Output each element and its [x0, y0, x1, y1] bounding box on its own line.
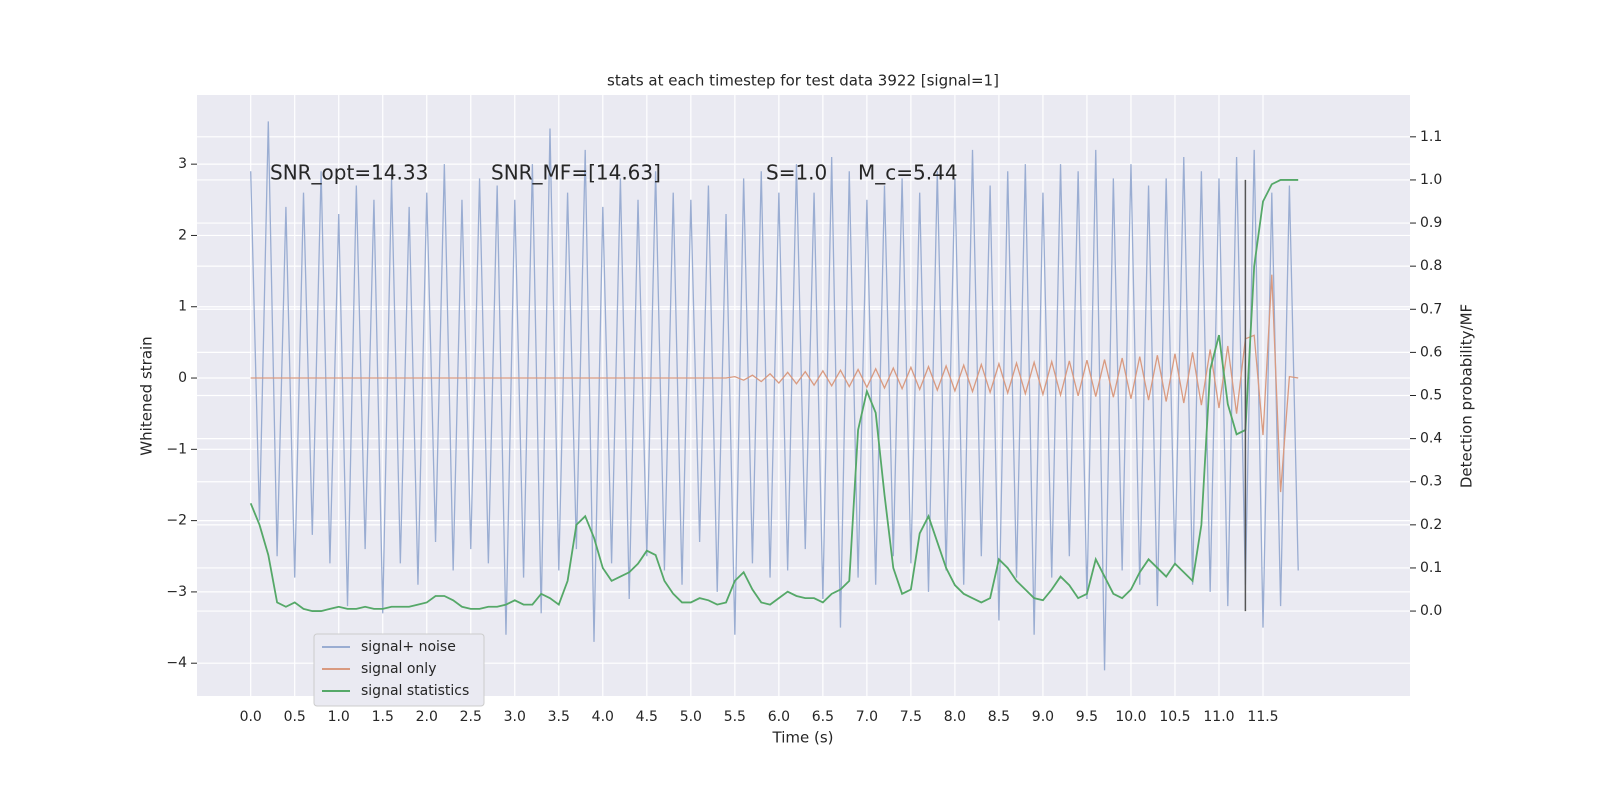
legend-label: signal statistics: [361, 683, 469, 699]
annotation: SNR_opt=14.33: [270, 161, 428, 185]
x-tick-label: 6.5: [812, 709, 834, 725]
x-tick-label: 9.0: [1032, 709, 1054, 725]
y-tick-label: −3: [166, 584, 187, 600]
x-tick-label: 0.0: [240, 709, 262, 725]
annotation: S=1.0: [766, 161, 827, 185]
series-line: [250, 121, 1299, 671]
annotation: M_c=5.44: [858, 161, 958, 185]
x-axis-label: Time (s): [772, 729, 834, 747]
marks: [249, 121, 1299, 671]
y2-tick-label: 1.0: [1420, 172, 1442, 188]
x-tick-label: 4.0: [592, 709, 614, 725]
x-tick-label: 0.5: [284, 709, 306, 725]
x-tick-label: 11.0: [1203, 709, 1234, 725]
x-tick-label: 5.0: [680, 709, 702, 725]
annotation: SNR_MF=[14.63]: [491, 161, 661, 185]
x-tick-label: 4.5: [636, 709, 658, 725]
x-tick-label: 7.0: [856, 709, 878, 725]
x-tick-label: 3.5: [548, 709, 570, 725]
y-tick-label: −2: [166, 513, 187, 529]
labels: 0.0 0.5 1.0 1.5 2.0 2.5 3.0 3.5 4.0 4.5 5.0 5.5 6.0 6…: [166, 129, 1442, 725]
x-tick-label: 7.5: [900, 709, 922, 725]
y2-tick-label: 0.7: [1420, 301, 1442, 317]
y2-axis-label: Detection probability/MF: [1458, 304, 1476, 488]
y2-tick-label: 0.3: [1420, 474, 1442, 490]
y-axis-label: Whitened strain: [138, 336, 156, 455]
x-tick-label: 2.5: [460, 709, 482, 725]
x-tick-label: 3.0: [504, 709, 526, 725]
y2-tick-label: 0.0: [1420, 603, 1442, 619]
y2-tick-label: 0.4: [1420, 431, 1442, 447]
x-tick-label: 6.0: [768, 709, 790, 725]
x-tick-label: 10.5: [1159, 709, 1190, 725]
y2-tick-label: 0.1: [1420, 560, 1442, 576]
x-tick-label: 8.5: [988, 709, 1010, 725]
y-tick-label: 3: [178, 156, 187, 172]
y-tick-label: 2: [178, 227, 187, 243]
legend: signal+ noise signal only signal statistic…: [313, 633, 485, 707]
series-line: [250, 274, 1299, 493]
x-tick-label: 1.0: [328, 709, 350, 725]
legend-box: [313, 633, 485, 707]
x-tick-label: 9.5: [1076, 709, 1098, 725]
x-tick-label: 11.5: [1247, 709, 1278, 725]
x-tick-label: 5.5: [724, 709, 746, 725]
y-tick-label: −1: [166, 441, 187, 457]
legend-label: signal+ noise: [361, 639, 456, 655]
y-tick-label: 0: [178, 370, 187, 386]
legend-label: signal only: [361, 661, 436, 677]
y2-tick-label: 0.6: [1420, 344, 1442, 360]
series-line: [249, 179, 1299, 612]
x-tick-label: 10.0: [1115, 709, 1146, 725]
y2-tick-label: 1.1: [1420, 129, 1442, 145]
x-tick-label: 2.0: [416, 709, 438, 725]
y-tick-label: 1: [178, 299, 187, 315]
y2-tick-label: 0.8: [1420, 258, 1442, 274]
chart-title: stats at each timestep for test data 392…: [607, 72, 999, 90]
x-tick-label: 1.5: [372, 709, 394, 725]
y2-tick-label: 0.9: [1420, 215, 1442, 231]
x-tick-label: 8.0: [944, 709, 966, 725]
y2-tick-label: 0.5: [1420, 388, 1442, 404]
y2-tick-label: 0.2: [1420, 517, 1442, 533]
y-tick-label: −4: [166, 655, 187, 671]
